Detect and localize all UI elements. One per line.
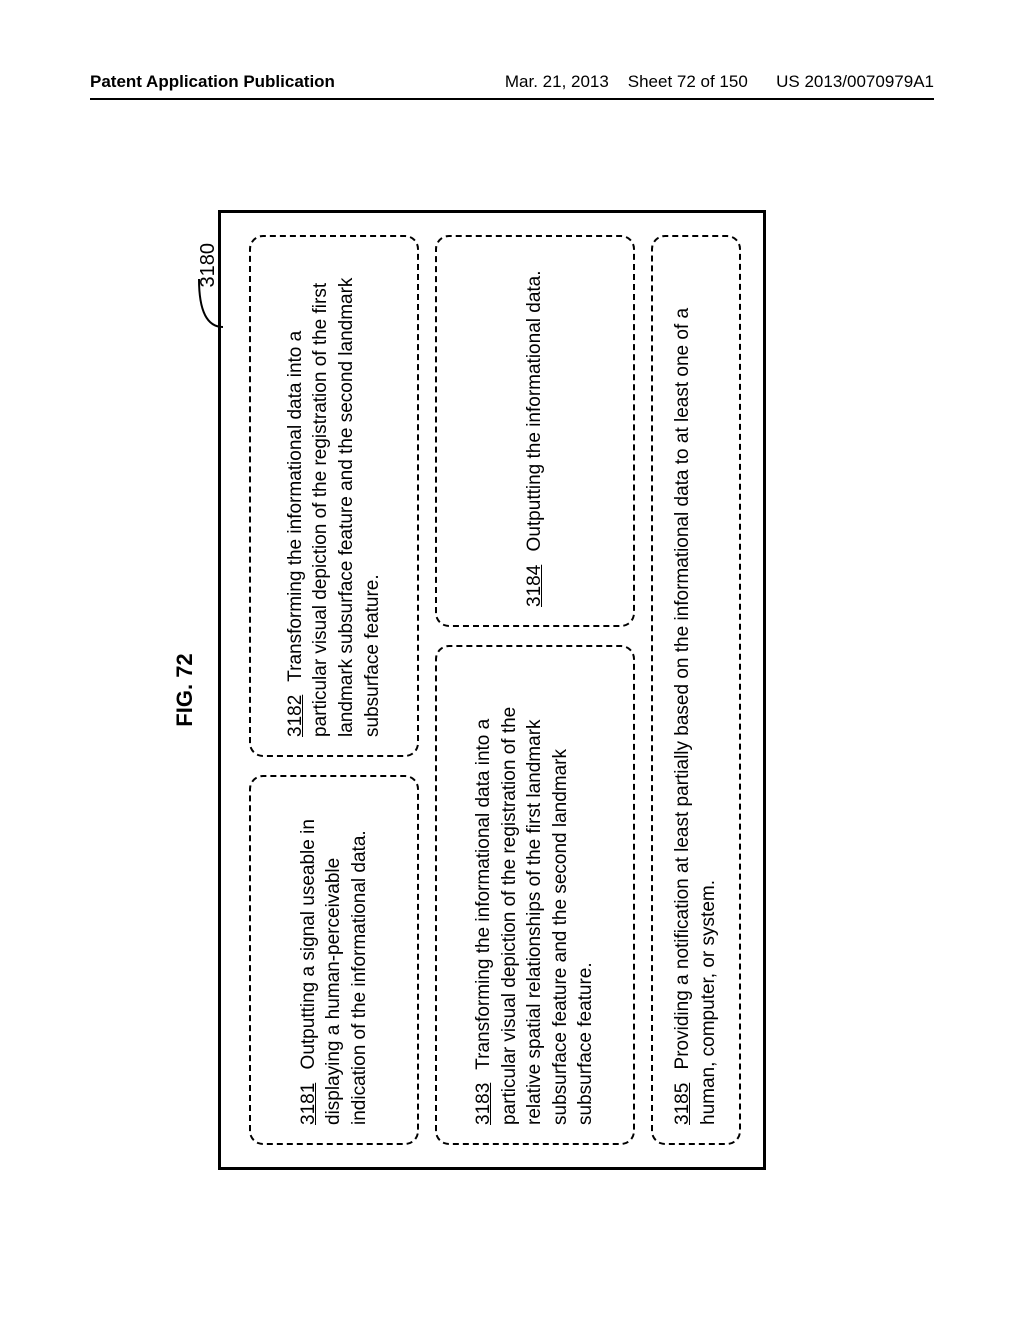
- step-3184: 3184 Outputting the informational data.: [435, 235, 635, 627]
- step-3184-num: 3184: [524, 565, 545, 607]
- header-rule: [90, 98, 934, 100]
- step-3183-text: Transforming the informational data into…: [473, 707, 597, 1125]
- step-3181-num: 3181: [298, 1083, 319, 1125]
- header-publication-type: Patent Application Publication: [90, 72, 335, 92]
- row-2: 3183 Transforming the informational data…: [435, 235, 635, 1145]
- step-3184-text: Outputting the informational data.: [524, 270, 545, 551]
- step-3182-text: Transforming the informational data into…: [285, 278, 383, 737]
- row-1: 3181 Outputting a signal useable in disp…: [249, 235, 419, 1145]
- header-pubno: US 2013/0070979A1: [776, 72, 934, 91]
- step-3182-num: 3182: [285, 695, 306, 737]
- page-header: Patent Application Publication Mar. 21, …: [0, 72, 1024, 92]
- step-3183-num: 3183: [473, 1083, 494, 1125]
- step-3181: 3181 Outputting a signal useable in disp…: [249, 775, 419, 1145]
- step-3181-text: Outputting a signal useable in displayin…: [298, 819, 370, 1125]
- flow-container-3180: 3180 3181 Outputting a signal useable in…: [218, 210, 766, 1170]
- page: Patent Application Publication Mar. 21, …: [0, 0, 1024, 1320]
- step-3182: 3182 Transforming the informational data…: [249, 235, 419, 757]
- ref-number-3180: 3180: [197, 243, 220, 288]
- figure: FIG. 72 3180 3181 Outputting a signal us…: [172, 180, 852, 1200]
- step-3185-text: Providing a notification at least partia…: [672, 308, 719, 1125]
- step-3183: 3183 Transforming the informational data…: [435, 645, 635, 1145]
- row-3: 3185 Providing a notification at least p…: [651, 235, 741, 1145]
- header-date: Mar. 21, 2013: [505, 72, 609, 91]
- header-meta: Mar. 21, 2013 Sheet 72 of 150 US 2013/00…: [505, 72, 934, 92]
- step-3185: 3185 Providing a notification at least p…: [651, 235, 741, 1145]
- header-sheet: Sheet 72 of 150: [628, 72, 748, 91]
- step-3185-num: 3185: [672, 1083, 693, 1125]
- figure-title: FIG. 72: [172, 180, 198, 1200]
